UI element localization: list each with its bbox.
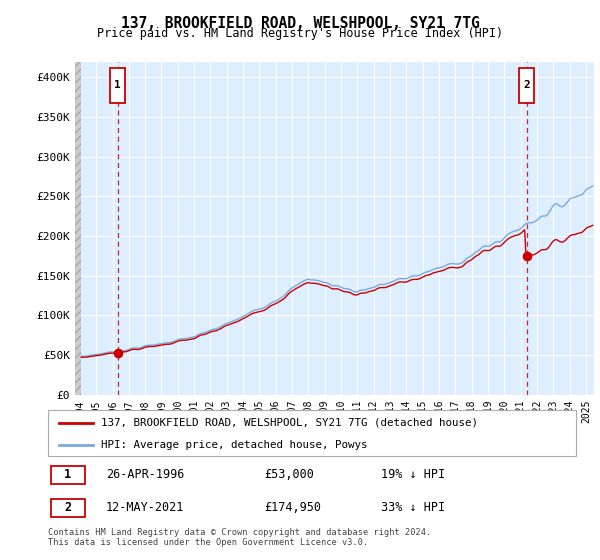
FancyBboxPatch shape xyxy=(50,499,85,517)
Text: 33% ↓ HPI: 33% ↓ HPI xyxy=(380,501,445,515)
Text: Contains HM Land Registry data © Crown copyright and database right 2024.
This d: Contains HM Land Registry data © Crown c… xyxy=(48,528,431,547)
Text: 1: 1 xyxy=(64,468,71,481)
Text: 2: 2 xyxy=(523,81,530,90)
Text: 12-MAY-2021: 12-MAY-2021 xyxy=(106,501,184,515)
Text: 137, BROOKFIELD ROAD, WELSHPOOL, SY21 7TG (detached house): 137, BROOKFIELD ROAD, WELSHPOOL, SY21 7T… xyxy=(101,418,478,428)
Text: £53,000: £53,000 xyxy=(265,468,314,481)
Text: Price paid vs. HM Land Registry's House Price Index (HPI): Price paid vs. HM Land Registry's House … xyxy=(97,27,503,40)
FancyBboxPatch shape xyxy=(50,466,85,484)
Text: 137, BROOKFIELD ROAD, WELSHPOOL, SY21 7TG: 137, BROOKFIELD ROAD, WELSHPOOL, SY21 7T… xyxy=(121,16,479,31)
Text: 1: 1 xyxy=(115,81,121,90)
Text: 2: 2 xyxy=(64,501,71,515)
FancyBboxPatch shape xyxy=(48,410,576,456)
Text: HPI: Average price, detached house, Powys: HPI: Average price, detached house, Powy… xyxy=(101,440,367,450)
Text: £174,950: £174,950 xyxy=(265,501,322,515)
Text: 19% ↓ HPI: 19% ↓ HPI xyxy=(380,468,445,481)
Bar xyxy=(110,68,125,103)
Polygon shape xyxy=(75,62,81,395)
Text: 26-APR-1996: 26-APR-1996 xyxy=(106,468,184,481)
Bar xyxy=(519,68,534,103)
